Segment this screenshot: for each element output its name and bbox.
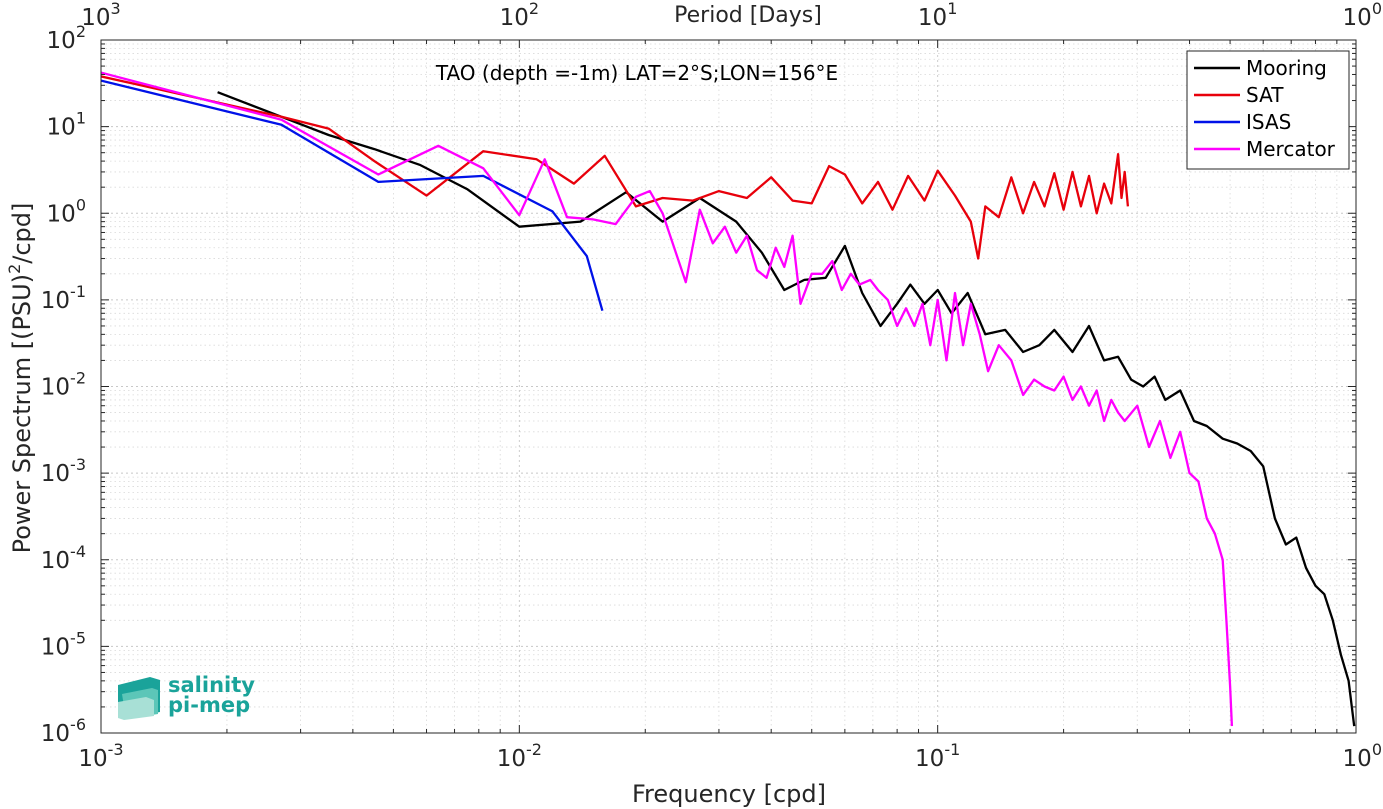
y-tick-label: 10-5 xyxy=(41,628,86,660)
top-axis-title: Period [Days] xyxy=(674,3,822,28)
top-tick-label: 102 xyxy=(500,0,539,31)
tick-marks xyxy=(100,39,1357,734)
y-tick-label: 10-6 xyxy=(41,715,86,747)
salinity-pi-mep-logo: salinity pi-mep xyxy=(118,673,255,720)
x-tick-label: 10-2 xyxy=(497,740,542,772)
y-tick-label: 100 xyxy=(47,195,86,227)
legend-label-sat: SAT xyxy=(1246,83,1284,107)
x-tick-label: 100 xyxy=(1343,740,1382,772)
series-line-mercator xyxy=(101,71,1234,727)
y-tick-label: 10-1 xyxy=(41,282,86,314)
x-tick-label: 10-1 xyxy=(915,740,960,772)
series-line-isas xyxy=(101,79,604,312)
y-tick-label: 10-2 xyxy=(41,369,86,401)
legend: Mooring SAT ISAS Mercator xyxy=(1186,50,1350,170)
plot-area xyxy=(101,71,1356,727)
y-tick-label: 10-3 xyxy=(41,455,86,487)
y-tick-label: 10-4 xyxy=(41,542,86,574)
top-tick-label: 101 xyxy=(918,0,957,31)
logo-mark-icon xyxy=(118,677,160,720)
y-axis-title-main: Power Spectrum [(PSU) xyxy=(8,274,36,553)
legend-label-mooring: Mooring xyxy=(1246,56,1327,80)
series-line-sat xyxy=(101,75,1130,260)
x-axis-title: Frequency [cpd] xyxy=(632,780,826,808)
y-axis-title-sup: 2 xyxy=(5,264,24,274)
logo-line2: pi-mep xyxy=(168,693,250,717)
x-tick-label: 10-3 xyxy=(78,740,123,772)
legend-label-mercator: Mercator xyxy=(1246,137,1336,161)
top-tick-label: 100 xyxy=(1343,0,1382,31)
series-group xyxy=(101,71,1356,727)
chart-title: TAO (depth =-1m) LAT=2°S;LON=156°E xyxy=(435,61,838,85)
y-axis-title: Power Spectrum [(PSU)2/cpd] xyxy=(5,203,36,554)
y-axis-title-tail: /cpd] xyxy=(8,203,36,264)
y-tick-label: 101 xyxy=(47,109,86,141)
logo-line1: salinity xyxy=(168,673,255,697)
series-line-mooring xyxy=(217,91,1356,727)
legend-label-isas: ISAS xyxy=(1246,110,1291,134)
y-tick-label: 102 xyxy=(47,22,86,54)
top-tick-label: 103 xyxy=(81,0,120,31)
